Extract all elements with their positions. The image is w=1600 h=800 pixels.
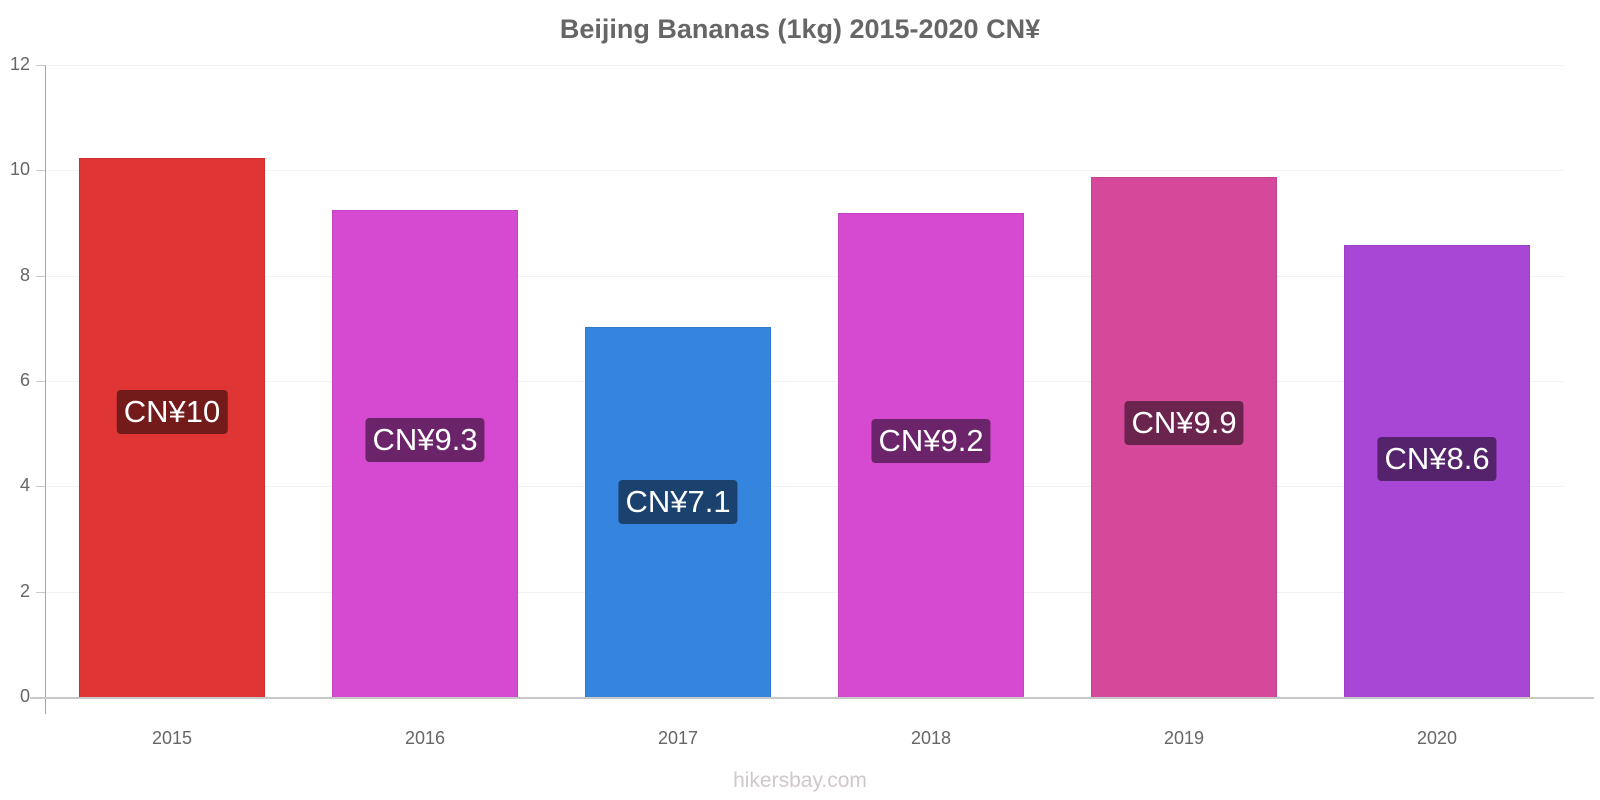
y-tick-mark: [36, 591, 46, 593]
bar-2020[interactable]: CN¥8.6: [1344, 245, 1530, 697]
gridline: [46, 591, 1564, 593]
y-axis-line: [45, 65, 46, 714]
y-tick-mark: [36, 486, 46, 488]
gridline: [46, 381, 1564, 382]
plot-area: CN¥10 CN¥9.3 CN¥7.1 CN¥9.2 CN¥9.9 CN¥8.6: [46, 65, 1564, 698]
y-tick-mark: [36, 65, 46, 66]
gridline: [46, 486, 1564, 488]
y-tick-label: 0: [19, 686, 30, 706]
y-tick-mark: [36, 381, 46, 382]
x-tick-label: 2018: [910, 728, 952, 748]
x-tick-label: 2017: [657, 728, 699, 748]
y-tick-label: 10: [9, 159, 30, 180]
y-tick-mark: [36, 170, 46, 172]
x-tick-label: 2016: [404, 728, 446, 748]
gridline: [46, 275, 1564, 277]
bar-2016[interactable]: CN¥9.3: [332, 209, 518, 697]
gridline: [46, 170, 1564, 172]
x-tick-label: 2020: [1416, 728, 1458, 748]
x-axis-line: [30, 697, 1594, 699]
watermark: hikersbay.com: [733, 769, 867, 792]
y-tick-mark: [36, 275, 46, 277]
bar-2015[interactable]: CN¥10: [79, 157, 265, 697]
y-tick-label: 8: [19, 264, 30, 285]
data-label: CN¥7.1: [618, 479, 738, 524]
bar-2019[interactable]: CN¥9.9: [1091, 177, 1277, 697]
data-label: CN¥8.6: [1377, 436, 1497, 481]
chart-title: Beijing Bananas (1kg) 2015-2020 CN¥: [559, 14, 1041, 44]
data-label: CN¥9.3: [365, 417, 485, 462]
x-tick-label: 2019: [1163, 728, 1205, 748]
bar-2017[interactable]: CN¥7.1: [585, 326, 771, 697]
y-tick-label: 12: [9, 54, 30, 74]
y-tick-label: 4: [19, 475, 30, 496]
data-label: CN¥10: [116, 390, 228, 435]
y-tick-label: 6: [19, 370, 30, 390]
x-tick-label: 2015: [151, 728, 193, 748]
y-tick-label: 2: [19, 580, 30, 601]
data-label: CN¥9.9: [1124, 400, 1244, 445]
data-label: CN¥9.2: [871, 419, 991, 464]
bar-2018[interactable]: CN¥9.2: [838, 213, 1024, 697]
gridline: [46, 65, 1564, 66]
